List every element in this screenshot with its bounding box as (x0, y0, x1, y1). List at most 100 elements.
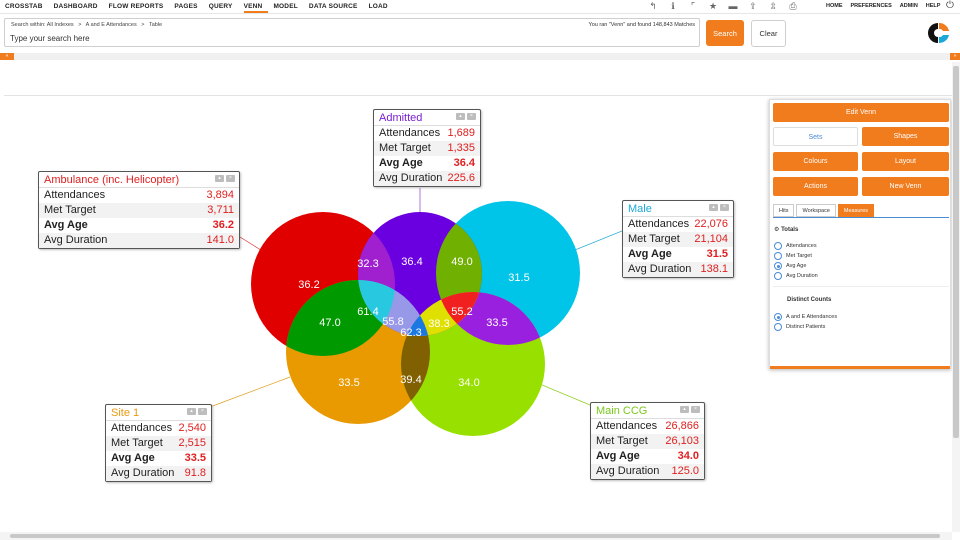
nav-crosstab[interactable]: CROSSTAB (5, 3, 43, 10)
close-icon[interactable]: × (226, 175, 235, 182)
radio-button[interactable] (774, 272, 782, 280)
row-value: 2,515 (178, 437, 206, 449)
option-distinct-patients[interactable]: Distinct Patients (774, 323, 825, 331)
row-value: 3,894 (206, 189, 234, 201)
close-icon[interactable]: × (198, 408, 207, 415)
breadcrumb: Search within: All Indexes > A and E Att… (11, 22, 165, 28)
row-value: 91.8 (184, 467, 206, 479)
search-input[interactable] (10, 32, 510, 44)
option-label: Met Target (786, 253, 812, 259)
info-icon[interactable]: ℹ (671, 1, 675, 11)
row-label: Attendances (596, 420, 658, 432)
link-admin[interactable]: ADMIN (899, 3, 918, 9)
set-box-male[interactable]: Male ▴ × Attendances 22,076 Met Target 21,… (622, 200, 734, 278)
option-ae-attendances[interactable]: A and E Attendances (774, 313, 837, 321)
new-venn-button[interactable]: New Venn (862, 177, 949, 196)
breadcrumb-separator: > (141, 22, 145, 28)
nav-flow-reports[interactable]: FLOW REPORTS (108, 3, 164, 10)
results-summary: You ran "Venn" and found 148,843 Matches (588, 22, 695, 28)
star-icon[interactable]: ★ (708, 1, 718, 11)
close-icon[interactable]: × (720, 204, 729, 211)
row-met-target: Met Target 1,335 (374, 141, 480, 156)
set-box-site[interactable]: Site 1 ▴ × Attendances 2,540 Met Target 2,… (105, 404, 212, 482)
option-avg-age[interactable]: Avg Age (774, 262, 806, 270)
power-icon[interactable]: ⏻ (946, 0, 954, 11)
link-home[interactable]: HOME (826, 3, 843, 9)
nav-load[interactable]: LOAD (368, 3, 388, 10)
share-icon[interactable]: ⇪ (749, 1, 757, 11)
nav-data-source[interactable]: DATA SOURCE (308, 3, 358, 10)
bracket-icon[interactable]: ⌜ (690, 1, 696, 11)
set-box-title: Site 1 ▴ × (106, 405, 211, 421)
option-label: A and E Attendances (786, 314, 838, 320)
set-box-admitted[interactable]: Admitted ▴ × Attendances 1,689 Met Target… (373, 109, 481, 187)
row-attendances: Attendances 3,894 (39, 188, 239, 203)
nav-venn[interactable]: VENN (243, 2, 269, 13)
tab-hits[interactable]: Hits (773, 204, 795, 217)
collapse-right-toggle[interactable]: » (950, 53, 960, 60)
row-avg-duration: Avg Duration 125.0 (591, 464, 704, 479)
export-icon[interactable]: ⇫ (769, 1, 777, 11)
close-icon[interactable]: × (691, 406, 700, 413)
sets-button[interactable]: Sets (773, 127, 858, 146)
radio-button[interactable] (774, 262, 782, 270)
box-controls: ▴ × (680, 406, 700, 413)
horizontal-scrollbar[interactable] (0, 532, 952, 540)
minimize-icon[interactable]: ▴ (709, 204, 718, 211)
box-controls: ▴ × (187, 408, 207, 415)
vertical-scrollbar[interactable] (952, 62, 960, 532)
nav-model[interactable]: MODEL (273, 3, 298, 10)
colours-button[interactable]: Colours (773, 152, 858, 171)
row-value: 21,104 (694, 233, 728, 245)
actions-button[interactable]: Actions (773, 177, 858, 196)
shapes-button[interactable]: Shapes (862, 127, 949, 146)
radio-button[interactable] (774, 323, 782, 331)
nav-pages[interactable]: PAGES (174, 3, 198, 10)
nav-dashboard[interactable]: DASHBOARD (53, 3, 98, 10)
minimize-icon[interactable]: ▴ (456, 113, 465, 120)
gear-icon: ⚙ (774, 227, 780, 233)
minimize-icon[interactable]: ▴ (680, 406, 689, 413)
row-value: 26,103 (665, 435, 699, 447)
scrollbar-thumb[interactable] (10, 534, 940, 538)
set-box-ccg[interactable]: Main CCG ▴ × Attendances 26,866 Met Targe… (590, 402, 705, 480)
option-met-target[interactable]: Met Target (774, 252, 812, 260)
breadcrumb-table[interactable]: Table (148, 22, 163, 28)
row-label: Met Target (628, 233, 680, 245)
minimize-icon[interactable]: ▴ (215, 175, 224, 182)
link-help[interactable]: HELP (925, 3, 941, 9)
set-box-title: Admitted ▴ × (374, 110, 480, 126)
search-button[interactable]: Search (706, 20, 744, 46)
print-icon[interactable]: ⎙ (789, 1, 797, 11)
breadcrumb-scope[interactable]: Search within: All Indexes (11, 22, 74, 28)
close-icon[interactable]: × (467, 113, 476, 120)
row-value: 36.4 (453, 157, 475, 169)
minimize-icon[interactable]: ▴ (187, 408, 196, 415)
comment-icon[interactable]: ▬ (728, 1, 738, 11)
row-met-target: Met Target 2,515 (106, 436, 211, 451)
layout-button[interactable]: Layout (862, 152, 949, 171)
clear-button[interactable]: Clear (751, 20, 786, 47)
scrollbar-thumb[interactable] (953, 66, 959, 438)
breadcrumb-index[interactable]: A and E Attendances (85, 22, 137, 28)
option-label: Attendances (786, 243, 817, 249)
link-preferences[interactable]: PREFERENCES (850, 3, 892, 9)
tab-measures[interactable]: Measures (837, 204, 875, 217)
set-box-ambulance[interactable]: Ambulance (inc. Helicopter) ▴ × Attendan… (38, 171, 240, 249)
row-label: Avg Age (628, 248, 672, 260)
radio-button[interactable] (774, 252, 782, 260)
row-value: 138.1 (700, 263, 728, 275)
collapse-left-toggle[interactable]: « (0, 53, 14, 60)
row-met-target: Met Target 3,711 (39, 203, 239, 218)
row-label: Avg Age (596, 450, 640, 462)
undo-icon[interactable]: ↰ (649, 1, 657, 11)
radio-button[interactable] (774, 313, 782, 321)
row-met-target: Met Target 26,103 (591, 434, 704, 449)
tab-workspace[interactable]: Workspace (796, 204, 836, 217)
nav-query[interactable]: QUERY (208, 3, 233, 10)
option-attendances[interactable]: Attendances (774, 242, 817, 250)
radio-button[interactable] (774, 242, 782, 250)
option-avg-duration[interactable]: Avg Duration (774, 272, 818, 280)
edit-venn-button[interactable]: Edit Venn (773, 103, 949, 122)
